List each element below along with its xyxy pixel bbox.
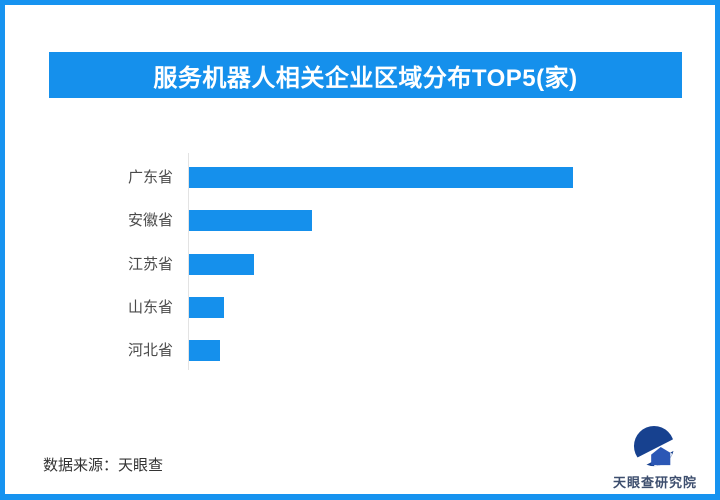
bar-row: 安徽省 xyxy=(5,210,705,231)
logo: 天眼查研究院 xyxy=(601,425,709,491)
bar-label: 河北省 xyxy=(127,342,173,359)
bar xyxy=(189,340,220,361)
bar xyxy=(189,254,254,275)
data-source-label: 数据来源：天眼查 xyxy=(43,457,164,474)
bar-label: 安徽省 xyxy=(127,212,173,229)
bar-chart: 广东省安徽省江苏省山东省河北省 xyxy=(5,5,720,500)
tianyancha-logo-icon xyxy=(629,425,681,469)
header-banner: 服务机器人相关企业区域分布TOP5(家) xyxy=(49,52,682,98)
logo-text: 天眼查研究院 xyxy=(612,475,697,490)
chart-title: 服务机器人相关企业区域分布TOP5(家) xyxy=(153,64,578,92)
bar xyxy=(189,210,312,231)
bar xyxy=(189,167,573,188)
bar-row: 河北省 xyxy=(5,340,705,361)
bar-row: 江苏省 xyxy=(5,254,705,275)
y-axis-line xyxy=(188,153,189,370)
bar xyxy=(189,297,224,318)
bar-row: 山东省 xyxy=(5,297,705,318)
bar-label: 江苏省 xyxy=(127,256,173,273)
bar-label: 广东省 xyxy=(127,169,173,186)
bar-row: 广东省 xyxy=(5,167,705,188)
bar-label: 山东省 xyxy=(127,299,173,316)
